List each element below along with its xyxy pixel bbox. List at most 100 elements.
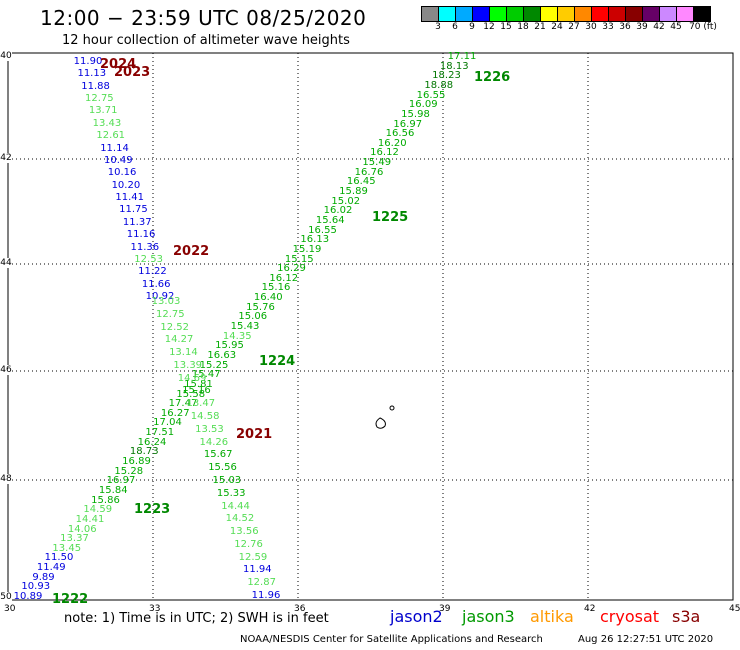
jason3-obs: 15.06 [238,311,268,323]
latitude-label: -40 [0,51,12,61]
note-text: note: 1) Time is in UTC; 2) SWH is in fe… [64,611,329,626]
jason2-obs: 15.67 [203,449,233,461]
jason2-obs: 12.52 [160,321,190,333]
color-scale-label: 15 [500,22,512,32]
jason3-obs: 15.86 [91,494,120,506]
longitude-label: 30 [4,604,16,614]
color-scale-label: 70 (ft) [689,22,717,32]
jason2-obs: 13.03 [151,296,181,307]
longitude-label: 45 [729,604,740,614]
latitude-label: -42 [0,153,12,163]
color-swatch [456,7,473,21]
jason3-obs: 16.76 [354,166,384,178]
jason2-obs: 14.44 [221,500,250,512]
jason2-obs: 13.14 [169,347,198,359]
jason3-obs: 18.13 [439,60,469,72]
jason3-obs: 15.49 [362,157,392,169]
jason2-obs: 14.52 [225,513,255,525]
latitude-label: -44 [0,258,12,268]
jason3-obs: 16.27 [160,407,190,419]
satellite-legend-jason3: jason3 [462,607,515,626]
jason3-obs: 15.28 [114,465,144,477]
jason3-obs: 17.51 [145,427,175,439]
jason3-obs: 18.88 [424,79,454,91]
jason3-obs: 16.24 [137,436,167,448]
jason2-obs: 12.61 [96,130,126,142]
color-swatch [524,7,541,21]
jason2-obs: 12.87 [247,577,276,589]
jason3-obs: 14.35 [222,330,252,342]
jason3-obs: 17.11 [447,51,477,62]
jason3-obs: 15.25 [199,359,229,371]
jason2-obs: 10.16 [107,167,137,179]
color-scale-label: 27 [568,22,580,32]
latitude-label: -50 [0,592,12,602]
island-outline [375,417,386,429]
longitude-label: 39 [439,604,451,614]
jason2-obs: 13.39 [173,359,203,371]
chart-subtitle: 12 hour collection of altimeter wave hei… [62,33,350,48]
color-swatch [660,7,677,21]
jason3-obs: 15.19 [292,243,322,255]
color-scale-label: 39 [636,22,648,32]
jason3-obs: 15.02 [331,195,361,207]
jason3-obs: 16.97 [393,118,423,130]
jason3-obs: 16.20 [377,137,407,149]
color-scale-label: 12 [483,22,495,32]
jason3-obs: 15.81 [184,378,213,390]
jason2-obs: 11.13 [77,68,107,80]
jason2-obs: 11.22 [138,266,167,278]
islet-outline [389,405,395,411]
jason3-obs: 16.45 [346,176,376,188]
color-swatch [626,7,643,21]
jason2-obs: 13.56 [229,526,259,538]
color-scale-label: 33 [602,22,614,32]
jason3-obs: 15.76 [246,301,275,313]
jason2-obs: 11.90 [73,56,103,67]
jason3-obs: 13.37 [60,533,89,545]
satellite-legend-altika: altika [530,607,574,626]
jason3-obs: 15.64 [315,214,345,226]
jason2-obs: 10.92 [145,291,175,302]
color-scale-label: 36 [619,22,631,32]
pass-label: 2023 [114,65,151,80]
pass-label: 1222 [52,592,89,607]
jason3-obs: 15.84 [98,484,128,496]
longitude-label: 36 [294,604,306,614]
jason3-obs: 14.41 [75,513,105,525]
jason2-obs: 12.53 [134,253,163,265]
satellite-legend-jason2: jason2 [390,607,443,626]
jason2-obs: 14.69 [177,372,207,384]
color-swatch [541,7,558,21]
color-scale-label: 3 [435,22,441,32]
jason3-obs: 15.58 [176,388,206,400]
color-swatch [609,7,626,21]
color-swatch [592,7,609,21]
jason3-obs: 11.49 [36,562,66,574]
color-scale-label: 45 [670,22,682,32]
jason3-obs: 9.89 [32,571,55,583]
color-scale-label: 24 [551,22,563,32]
color-scale-label: 21 [534,22,546,32]
jason3-obs: 18.23 [432,70,461,82]
jason2-obs: 11.96 [251,590,281,601]
color-swatch [677,7,694,21]
jason2-obs: 12.59 [238,551,268,563]
jason3-obs: 16.40 [253,292,283,304]
jason3-obs: 10.93 [21,581,51,593]
pass-label: 1225 [372,210,409,225]
color-scale-bar [421,6,711,22]
jason2-obs: 11.94 [242,564,272,576]
jason3-obs: 11.50 [44,552,74,564]
color-swatch [422,7,439,21]
longitude-label: 33 [149,604,161,614]
jason3-obs: 16.55 [308,224,337,236]
color-scale-label: 42 [653,22,665,32]
jason3-obs: 10.89 [13,591,43,602]
satellite-legend-cryosat: cryosat [600,607,660,626]
jason2-obs: 15.56 [208,462,237,474]
pass-label: 2024 [100,57,137,72]
jason3-obs: 15.95 [215,340,244,352]
color-scale-label: 18 [517,22,529,32]
